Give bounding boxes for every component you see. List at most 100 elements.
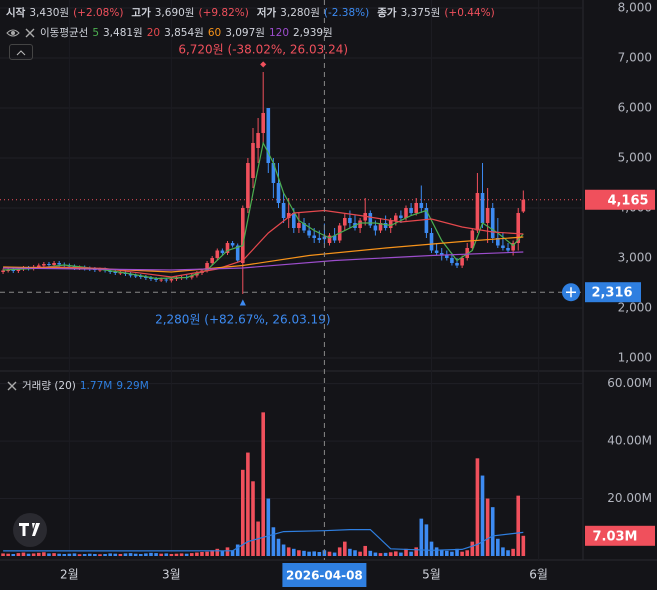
ma-line: [3, 251, 524, 271]
volume-bar: [261, 412, 265, 556]
candle-body: [307, 230, 311, 236]
volume-bar: [281, 544, 286, 556]
y-tick-label: 7,000: [618, 51, 652, 65]
candle-body: [266, 108, 271, 163]
candle-body: [450, 258, 454, 263]
y-tick-label: 2,000: [618, 301, 652, 315]
volume-legend-value: 1.77M: [79, 379, 113, 392]
volume-bar: [230, 550, 235, 556]
volume-bar: [302, 550, 306, 556]
volume-bar: [240, 469, 245, 556]
volume-bar: [419, 518, 424, 556]
volume-bar: [312, 551, 316, 556]
volume-bar: [77, 554, 82, 556]
volume-bar: [31, 553, 36, 556]
candle-body: [42, 264, 46, 266]
volume-bar: [246, 452, 250, 556]
candle-body: [276, 183, 281, 203]
ma-period: 20: [146, 26, 161, 39]
y-tick-label: 1,000: [618, 351, 652, 365]
close-icon[interactable]: [24, 27, 36, 39]
candle-body: [246, 163, 250, 208]
candle-body: [256, 133, 260, 148]
volume-bar: [383, 552, 388, 556]
candle-body: [215, 250, 220, 258]
candle-body: [501, 245, 505, 248]
volume-bar: [317, 551, 322, 556]
volume-bar: [409, 551, 413, 556]
ohlc-label: 저가: [256, 7, 277, 19]
volume-bar: [164, 553, 169, 556]
volume-bar: [475, 458, 480, 556]
ohlc-value: 3,430원: [29, 7, 70, 19]
last-volume-label: 7.03M: [592, 529, 637, 544]
ma-legend: 이동평균선 5 3,481원 20 3,854원 60 3,097원 120 2,939원: [6, 25, 333, 40]
x-tick-label: 5월: [422, 568, 441, 582]
candle-body: [113, 272, 118, 273]
x-tick-label: 6월: [529, 568, 548, 582]
candle-body: [445, 255, 449, 258]
volume-bar: [460, 551, 464, 556]
candle-body: [174, 278, 179, 279]
candle-body: [373, 225, 378, 231]
crosshair-date-label: 2026-04-08: [286, 569, 363, 583]
volume-bar: [394, 551, 398, 556]
candle-body: [149, 278, 153, 279]
volume-bar: [144, 553, 148, 556]
candle-body: [465, 248, 470, 258]
low-marker: ▲: [240, 298, 247, 307]
candle-body: [189, 275, 194, 278]
candle-body: [225, 243, 230, 253]
ma-period: 60: [207, 26, 222, 39]
high-marker: ◆: [260, 60, 267, 69]
close-icon[interactable]: [6, 380, 18, 392]
ma-line: [3, 209, 524, 278]
volume-bar: [133, 553, 138, 556]
candle-body: [164, 279, 169, 281]
collapse-button[interactable]: [9, 44, 33, 60]
candle-body: [57, 263, 61, 265]
candle-body: [11, 270, 16, 271]
volume-bar: [21, 552, 26, 556]
candle-body: [169, 279, 174, 281]
candle-body: [424, 208, 429, 233]
volume-bar: [266, 498, 271, 556]
candle-body: [475, 193, 480, 231]
volume-bar: [108, 553, 112, 556]
candle-body: [128, 274, 133, 276]
candle-body: [138, 276, 143, 277]
volume-bar: [327, 551, 332, 556]
volume-bar: [200, 551, 204, 556]
candle-body: [404, 208, 408, 218]
ohlc-value: 3,690원: [154, 7, 195, 19]
ohlc-change: (-2.38%): [323, 6, 370, 19]
volume-bar: [251, 481, 255, 556]
volume-bar: [179, 553, 184, 556]
high-annotation: 6,720원 (-38.02%, 26.03.24): [178, 43, 348, 57]
candle-body: [378, 223, 383, 231]
crosshair-price-label: 2,316: [591, 286, 632, 301]
volume-bar: [373, 552, 378, 556]
ma-value: 3,097원: [225, 27, 265, 39]
ma-value: 3,481원: [103, 27, 143, 39]
volume-bar: [26, 553, 31, 556]
eye-icon[interactable]: [6, 27, 20, 39]
volume-bar: [57, 553, 61, 556]
plus-icon: [566, 287, 576, 298]
volume-bar: [276, 538, 281, 556]
candle-body: [439, 253, 444, 256]
volume-bar: [399, 552, 403, 556]
y-tick-label: 6,000: [618, 101, 652, 115]
ohlc-legend: 시작 3,430원 (+2.08%) 고가 3,690원 (+9.82%) 저가 3,280원…: [6, 5, 499, 20]
volume-bar: [378, 553, 383, 556]
candle-body: [317, 238, 322, 240]
y-tick-label: 5,000: [618, 151, 652, 165]
candle-body: [332, 235, 337, 241]
volume-bar: [98, 554, 102, 556]
volume-bar: [72, 553, 77, 556]
ohlc-label: 종가: [377, 7, 397, 19]
volume-bar: [388, 552, 393, 556]
volume-bar: [429, 541, 434, 556]
candle-body: [154, 279, 158, 280]
volume-bar: [368, 550, 373, 556]
